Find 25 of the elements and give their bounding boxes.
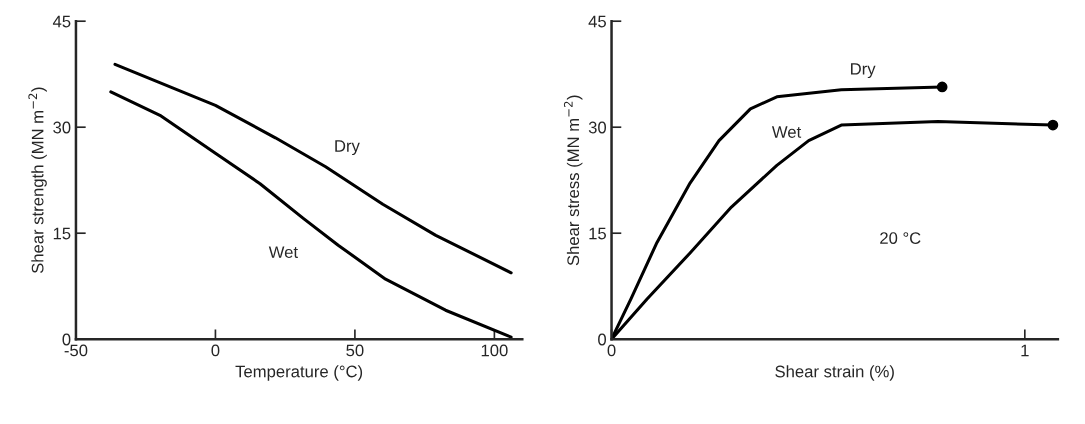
y-tick-label: 0: [62, 333, 71, 346]
line-series: [109, 90, 513, 339]
y-axis-title: Shear strength (MN m$^{−2}$): [28, 87, 47, 274]
series-label: Wet: [771, 126, 802, 138]
x-axis-title: Shear strain (%): [775, 365, 894, 381]
y-axis-title: Shear stress (MN m$^{−2}$): [563, 95, 583, 266]
series-label: Dry: [335, 140, 360, 156]
y-tick-label: 45: [588, 15, 606, 28]
x-tick-label: 50: [346, 344, 364, 357]
x-axis-title: Temperature (°C): [235, 365, 363, 381]
series-label: Dry: [851, 63, 876, 79]
series-label: Wet: [268, 246, 298, 259]
y-tick-label: 45: [52, 15, 71, 28]
x-tick-label: 0: [607, 344, 616, 357]
x-tick-label: 0: [211, 344, 220, 357]
y-tick-label: 0: [598, 333, 607, 346]
y-tick-label: 15: [589, 227, 606, 240]
x-tick-label: -50: [64, 344, 88, 357]
x-tick-label: 1: [1021, 344, 1029, 357]
annotation: 20 °C: [880, 232, 921, 244]
y-tick-label: 30: [588, 121, 607, 134]
y-tick-label: 30: [53, 121, 71, 134]
y-tick-label: 15: [53, 227, 71, 240]
line-series: [113, 62, 513, 275]
x-tick-label: 100: [481, 344, 508, 357]
